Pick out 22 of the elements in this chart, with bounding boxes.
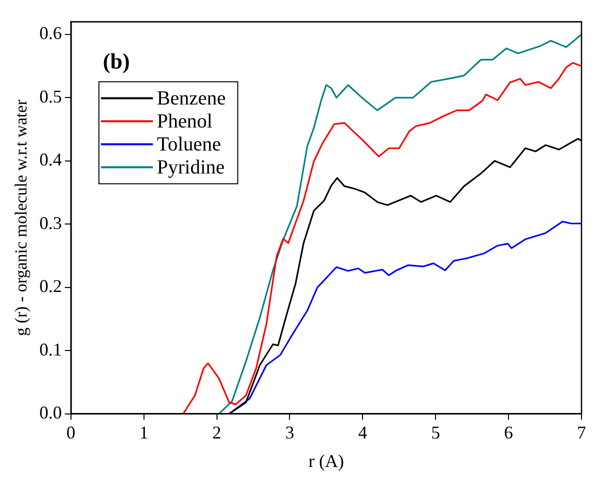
legend-label: Phenol <box>156 110 213 133</box>
y-tick-label: 0.1 <box>39 339 62 360</box>
y-tick-label: 0.4 <box>39 150 62 170</box>
y-tick-label: 0.0 <box>39 402 62 423</box>
legend-label: Pyridine <box>156 156 225 179</box>
x-axis-title: r (A) <box>308 450 344 471</box>
legend-label: Toluene <box>156 134 222 156</box>
x-tick-label: 0 <box>66 422 76 442</box>
y-tick-label: 0.3 <box>39 212 62 233</box>
y-axis-title: g (r) - organic molecule w.r.t water <box>12 99 31 336</box>
y-tick-label: 0.6 <box>39 23 62 44</box>
x-tick-label: 3 <box>285 422 294 442</box>
x-tick-label: 7 <box>577 422 586 442</box>
y-tick-label: 0.2 <box>39 276 62 296</box>
y-tick-label: 0.5 <box>39 86 62 106</box>
annotation: (b) <box>102 48 130 74</box>
x-tick-label: 6 <box>504 422 514 442</box>
x-tick-label: 5 <box>431 422 440 442</box>
legend-label: Benzene <box>156 88 226 110</box>
x-tick-label: 4 <box>358 422 368 442</box>
x-tick-label: 1 <box>139 422 148 442</box>
x-tick-label: 2 <box>212 422 222 442</box>
